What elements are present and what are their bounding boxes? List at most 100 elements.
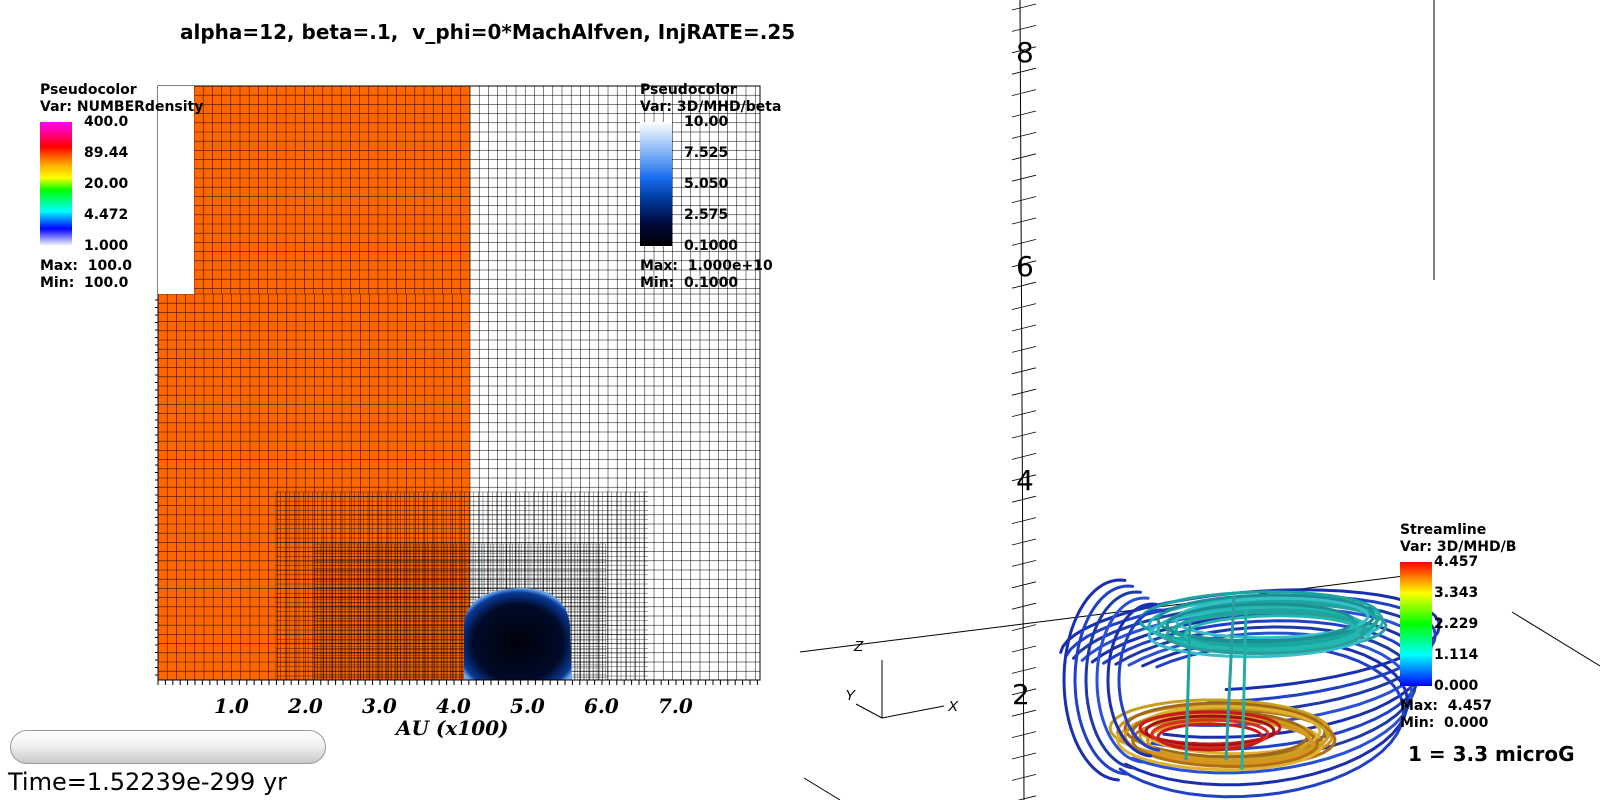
z-tick [1011, 581, 1037, 589]
legend-streamline: Streamline Var: 3D/MHD/B 4.457 3.343 2.2… [1400, 522, 1580, 732]
z-tick [1011, 89, 1037, 96]
z-tick-label: 8 [1016, 36, 1034, 69]
streamlines [1059, 578, 1441, 799]
z-tick [1017, 795, 1037, 800]
z-tick [1011, 174, 1037, 182]
z-tick [1011, 239, 1037, 246]
streamline [1127, 631, 1414, 775]
legend-tick: 1.114 [1434, 647, 1479, 663]
x-tick-label: 2.0 [288, 694, 323, 718]
z-tick [1011, 25, 1037, 32]
z-tick [1011, 453, 1037, 460]
streamline [1084, 590, 1142, 770]
mesh-block [469, 85, 760, 294]
z-tick [1011, 517, 1037, 524]
low-beta-bubble [464, 588, 572, 680]
streamline [1150, 718, 1270, 750]
z-tick [1011, 410, 1037, 417]
legend-tick: 4.472 [84, 207, 129, 223]
streamline [1117, 608, 1166, 752]
streamline [1165, 602, 1355, 644]
legend-number-density: Pseudocolor Var: NUMBERdensity 400.0 89.… [40, 82, 210, 302]
z-tick [1011, 303, 1037, 310]
z-tick [1011, 196, 1037, 203]
z-tick [1011, 667, 1037, 674]
z-tick [1011, 688, 1037, 696]
legend-min: Min: 0.1000 [640, 275, 739, 291]
beta-bubble [464, 588, 572, 680]
legend-tick: 2.229 [1434, 616, 1479, 632]
legend-max: Max: 4.457 [1400, 698, 1493, 714]
z-tick [1011, 110, 1037, 118]
legend-variable: Var: NUMBERdensity [40, 99, 204, 115]
x-tick-label: 4.0 [436, 694, 471, 718]
legend-tick: 0.000 [1434, 678, 1479, 694]
legend-tick: 1.000 [84, 238, 129, 254]
z-tick [1011, 602, 1037, 610]
time-label: Time=1.52239e-299 yr [8, 768, 288, 796]
legend-tick: 89.44 [84, 145, 129, 161]
z-tick [1011, 624, 1037, 631]
legend-beta: Pseudocolor Var: 3D/MHD/beta 10.00 7.525… [640, 82, 800, 302]
z-tick [1011, 324, 1037, 332]
legend-heading: Pseudocolor [40, 82, 137, 98]
streamline [1145, 719, 1314, 765]
streamline [1174, 608, 1358, 648]
mesh-block-refined [275, 491, 648, 680]
x-tick-label: 6.0 [584, 694, 619, 718]
z-tick [1011, 388, 1037, 396]
colorbar-density [40, 122, 72, 246]
triad-label-x: X [947, 698, 959, 715]
legend-tick: 0.1000 [684, 238, 739, 254]
z-tick [1011, 752, 1037, 760]
z-tick [1011, 774, 1037, 781]
legend-variable: Var: 3D/MHD/B [1400, 539, 1517, 555]
z-tick [1011, 217, 1037, 225]
legend-min: Min: 100.0 [40, 275, 129, 291]
colorbar-magnetic [1400, 562, 1432, 686]
z-tick-label: 2 [1012, 678, 1030, 711]
streamline [1156, 605, 1364, 651]
z-tick [1011, 560, 1037, 567]
time-slider[interactable] [10, 730, 326, 764]
streamline [1165, 610, 1367, 656]
legend-heading: Streamline [1400, 522, 1487, 538]
legend-max: Max: 100.0 [40, 258, 133, 274]
legend-tick: 10.00 [684, 114, 729, 130]
z-tick-label: 4 [1016, 464, 1034, 497]
streamline [1240, 609, 1248, 771]
legend-tick: 3.343 [1434, 585, 1479, 601]
streamline [1059, 588, 1441, 691]
triad-label-z: Z [853, 638, 864, 655]
z-tick [1011, 153, 1037, 161]
legend-heading: Pseudocolor [640, 82, 737, 98]
scale-note: 1 = 3.3 microG [1408, 742, 1575, 766]
legend-tick: 20.00 [84, 176, 129, 192]
3d-view: Z Y X 8 6 4 2 [799, 0, 1600, 800]
triad-label-y: Y [845, 687, 856, 704]
x-tick-label: 5.0 [510, 694, 545, 718]
z-tick [1011, 495, 1037, 503]
streamline [1183, 614, 1361, 652]
z-tick [1011, 3, 1037, 11]
z-tick [1011, 709, 1037, 717]
streamline [1062, 578, 1127, 782]
z-tick [1011, 67, 1037, 75]
streamline [1184, 619, 1192, 761]
z-tick [1011, 346, 1037, 353]
streamline [1073, 584, 1135, 776]
amr-mesh-grid [157, 85, 761, 681]
z-tick [1011, 281, 1037, 289]
z-tick [1011, 474, 1037, 482]
z-tick [1011, 132, 1037, 139]
x-tick-label: 1.0 [214, 694, 249, 718]
legend-tick: 7.525 [684, 145, 729, 161]
legend-tick: 5.050 [684, 176, 729, 192]
box-edge [799, 573, 1421, 653]
z-tick [1011, 645, 1037, 653]
legend-tick: 4.457 [1434, 554, 1479, 570]
colorbar-beta [640, 122, 672, 246]
legend-variable: Var: 3D/MHD/beta [640, 99, 782, 115]
legend-tick: 400.0 [84, 114, 129, 130]
